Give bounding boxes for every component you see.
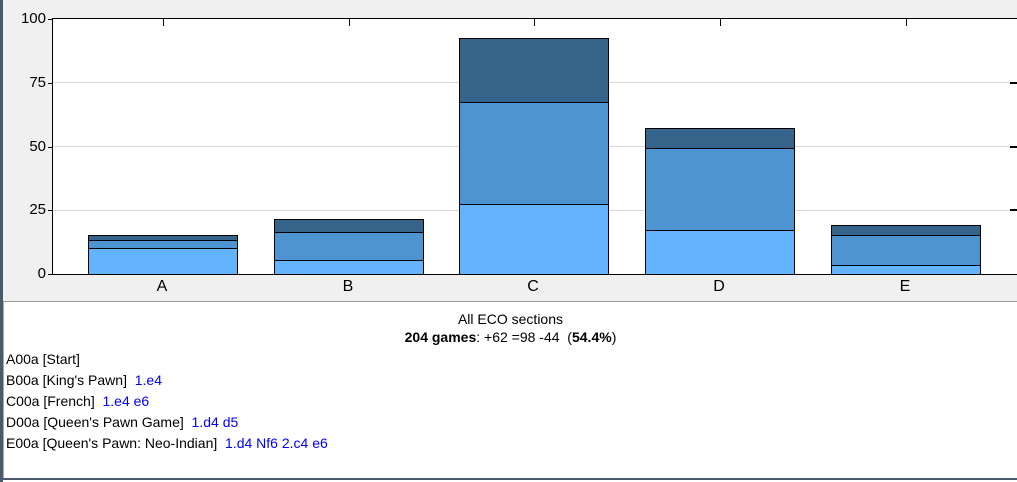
right-axis-tick-50 [1010, 145, 1017, 148]
stats-panel: All ECO sections 204 games: +62 =98 -44 … [3, 302, 1017, 478]
eco-code-and-name: A00a [Start] [6, 351, 80, 367]
bar-C-segment-wins [460, 205, 608, 274]
chart-plot-area [52, 18, 1017, 275]
paren-open: ( [559, 329, 572, 345]
eco-list-item[interactable]: C00a [French] 1.e4 e6 [6, 391, 1017, 412]
stats-header: All ECO sections 204 games: +62 =98 -44 … [4, 302, 1017, 346]
window-bottom-border [0, 478, 1017, 480]
bar-D-segment-wins [646, 230, 794, 274]
bar-D-segment-draws [646, 149, 794, 231]
eco-code-and-name: D00a [Queen's Pawn Game] [6, 414, 184, 430]
left-axis-tick-50 [48, 146, 52, 148]
y-axis-label-50: 50 [29, 137, 46, 155]
games-count: 204 games [404, 329, 477, 345]
top-axis-tick-E [906, 19, 907, 26]
bar-E-segment-losses [832, 225, 980, 236]
x-axis-label-C: C [527, 278, 539, 295]
bar-C-segment-draws [460, 103, 608, 206]
y-axis-label-0: 0 [37, 265, 46, 282]
left-axis-tick-75 [48, 82, 52, 84]
eco-opening-moves: 1.e4 [126, 372, 162, 388]
stacked-bar-A[interactable] [88, 234, 238, 274]
bar-E-segment-draws [832, 235, 980, 267]
top-axis-tick-D [720, 19, 721, 26]
bar-B-segment-draws [275, 233, 423, 262]
stacked-bar-D[interactable] [645, 127, 795, 274]
eco-code-and-name: C00a [French] [6, 393, 95, 409]
window-left-border [0, 0, 3, 482]
games-summary: 204 games: +62 =98 -44 (54.4%) [4, 328, 1017, 346]
x-axis-label-E: E [899, 278, 911, 295]
bar-A-segment-losses [89, 235, 237, 241]
eco-chart-panel: 0 25 50 75 100 A B C D E [0, 0, 1017, 302]
y-axis-label-100: 100 [20, 10, 46, 27]
eco-list-item[interactable]: E00a [Queen's Pawn: Neo-Indian] 1.d4 Nf6… [6, 433, 1017, 454]
bar-B-segment-wins [275, 261, 423, 274]
bar-A-segment-draws [89, 240, 237, 249]
eco-list: A00a [Start] B00a [King's Pawn] 1.e4 C00a … [4, 349, 1017, 454]
stacked-bar-B[interactable] [274, 219, 424, 274]
right-axis-tick-25 [1010, 209, 1017, 212]
eco-list-item[interactable]: D00a [Queen's Pawn Game] 1.d4 d5 [6, 412, 1017, 433]
x-axis-label-B: B [342, 278, 354, 295]
bar-D-segment-losses [646, 128, 794, 150]
chart-title: All ECO sections [457, 311, 564, 327]
top-axis-tick-A [163, 19, 164, 26]
paren-close: ) [611, 329, 617, 345]
left-axis-tick-100 [48, 19, 52, 20]
left-axis-tick-0 [48, 274, 52, 275]
bar-C-segment-losses [460, 39, 608, 104]
score-percent: 54.4% [571, 329, 612, 345]
eco-code-and-name: E00a [Queen's Pawn: Neo-Indian] [6, 435, 218, 451]
x-axis-label-A: A [156, 278, 168, 295]
left-axis-tick-25 [48, 210, 52, 212]
eco-list-item[interactable]: B00a [King's Pawn] 1.e4 [6, 370, 1017, 391]
eco-opening-moves: 1.d4 Nf6 2.c4 e6 [217, 435, 328, 451]
stacked-bar-C[interactable] [459, 38, 609, 274]
results-text: : +62 =98 -44 [476, 329, 560, 345]
bar-A-segment-wins [89, 248, 237, 274]
right-axis-tick-75 [1010, 81, 1017, 84]
bar-E-segment-wins [832, 266, 980, 274]
top-axis-tick-B [349, 19, 350, 26]
stacked-bar-E[interactable] [831, 224, 981, 274]
eco-code-and-name: B00a [King's Pawn] [6, 372, 127, 388]
x-axis-label-D: D [713, 278, 725, 295]
y-axis-label-25: 25 [29, 201, 46, 219]
eco-opening-moves: 1.e4 e6 [94, 393, 150, 409]
top-axis-tick-C [534, 19, 535, 26]
eco-list-item[interactable]: A00a [Start] [6, 349, 1017, 370]
y-axis-label-75: 75 [29, 73, 46, 91]
eco-opening-moves: 1.d4 d5 [183, 414, 239, 430]
bar-B-segment-losses [275, 220, 423, 234]
